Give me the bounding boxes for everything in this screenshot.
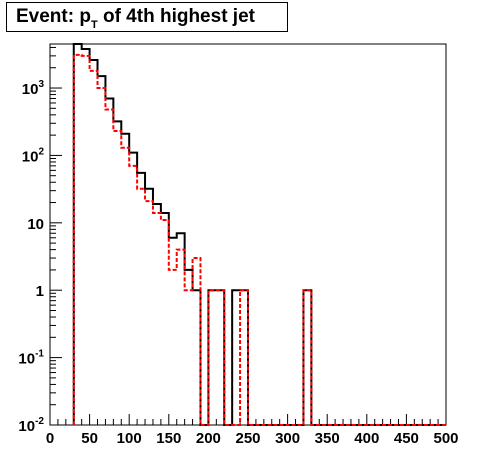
- x-tick-label: 300: [275, 430, 300, 447]
- series-layer: [72, 43, 446, 426]
- title-box: Event: pT of 4th highest jet: [6, 2, 288, 32]
- x-tick-label: 200: [196, 430, 221, 447]
- tick-labels: 0 50 100 150 200 250 300 350 400 450 500 10-2 10-1 1 1…: [18, 79, 458, 447]
- title-suffix: of 4th highest jet: [97, 6, 255, 27]
- title-prefix: Event: p: [16, 6, 91, 27]
- axis-ticks: [49, 46, 447, 426]
- title-subscript: T: [90, 19, 98, 31]
- x-tick-label: 500: [433, 430, 458, 447]
- x-tick-label: 100: [117, 430, 142, 447]
- x-tick-label: 250: [235, 430, 260, 447]
- x-tick-label: 150: [156, 430, 181, 447]
- x-tick-label: 400: [354, 430, 379, 447]
- chart-title: Event: pT of 4th highest jet: [16, 6, 255, 31]
- y-tick-label: 102: [22, 146, 45, 165]
- y-tick-label: 103: [22, 79, 45, 98]
- x-tick-label: 50: [81, 430, 98, 447]
- dashed-red-histogram: [72, 53, 446, 426]
- x-tick-label: 0: [46, 430, 54, 447]
- y-tick-label: 10-1: [18, 349, 44, 368]
- y-tick-label: 10: [27, 216, 44, 233]
- y-tick-label: 1: [36, 283, 44, 300]
- solid-black-histogram: [72, 43, 446, 426]
- x-tick-label: 450: [394, 430, 419, 447]
- x-tick-label: 350: [315, 430, 340, 447]
- y-tick-label: 10-2: [18, 416, 44, 435]
